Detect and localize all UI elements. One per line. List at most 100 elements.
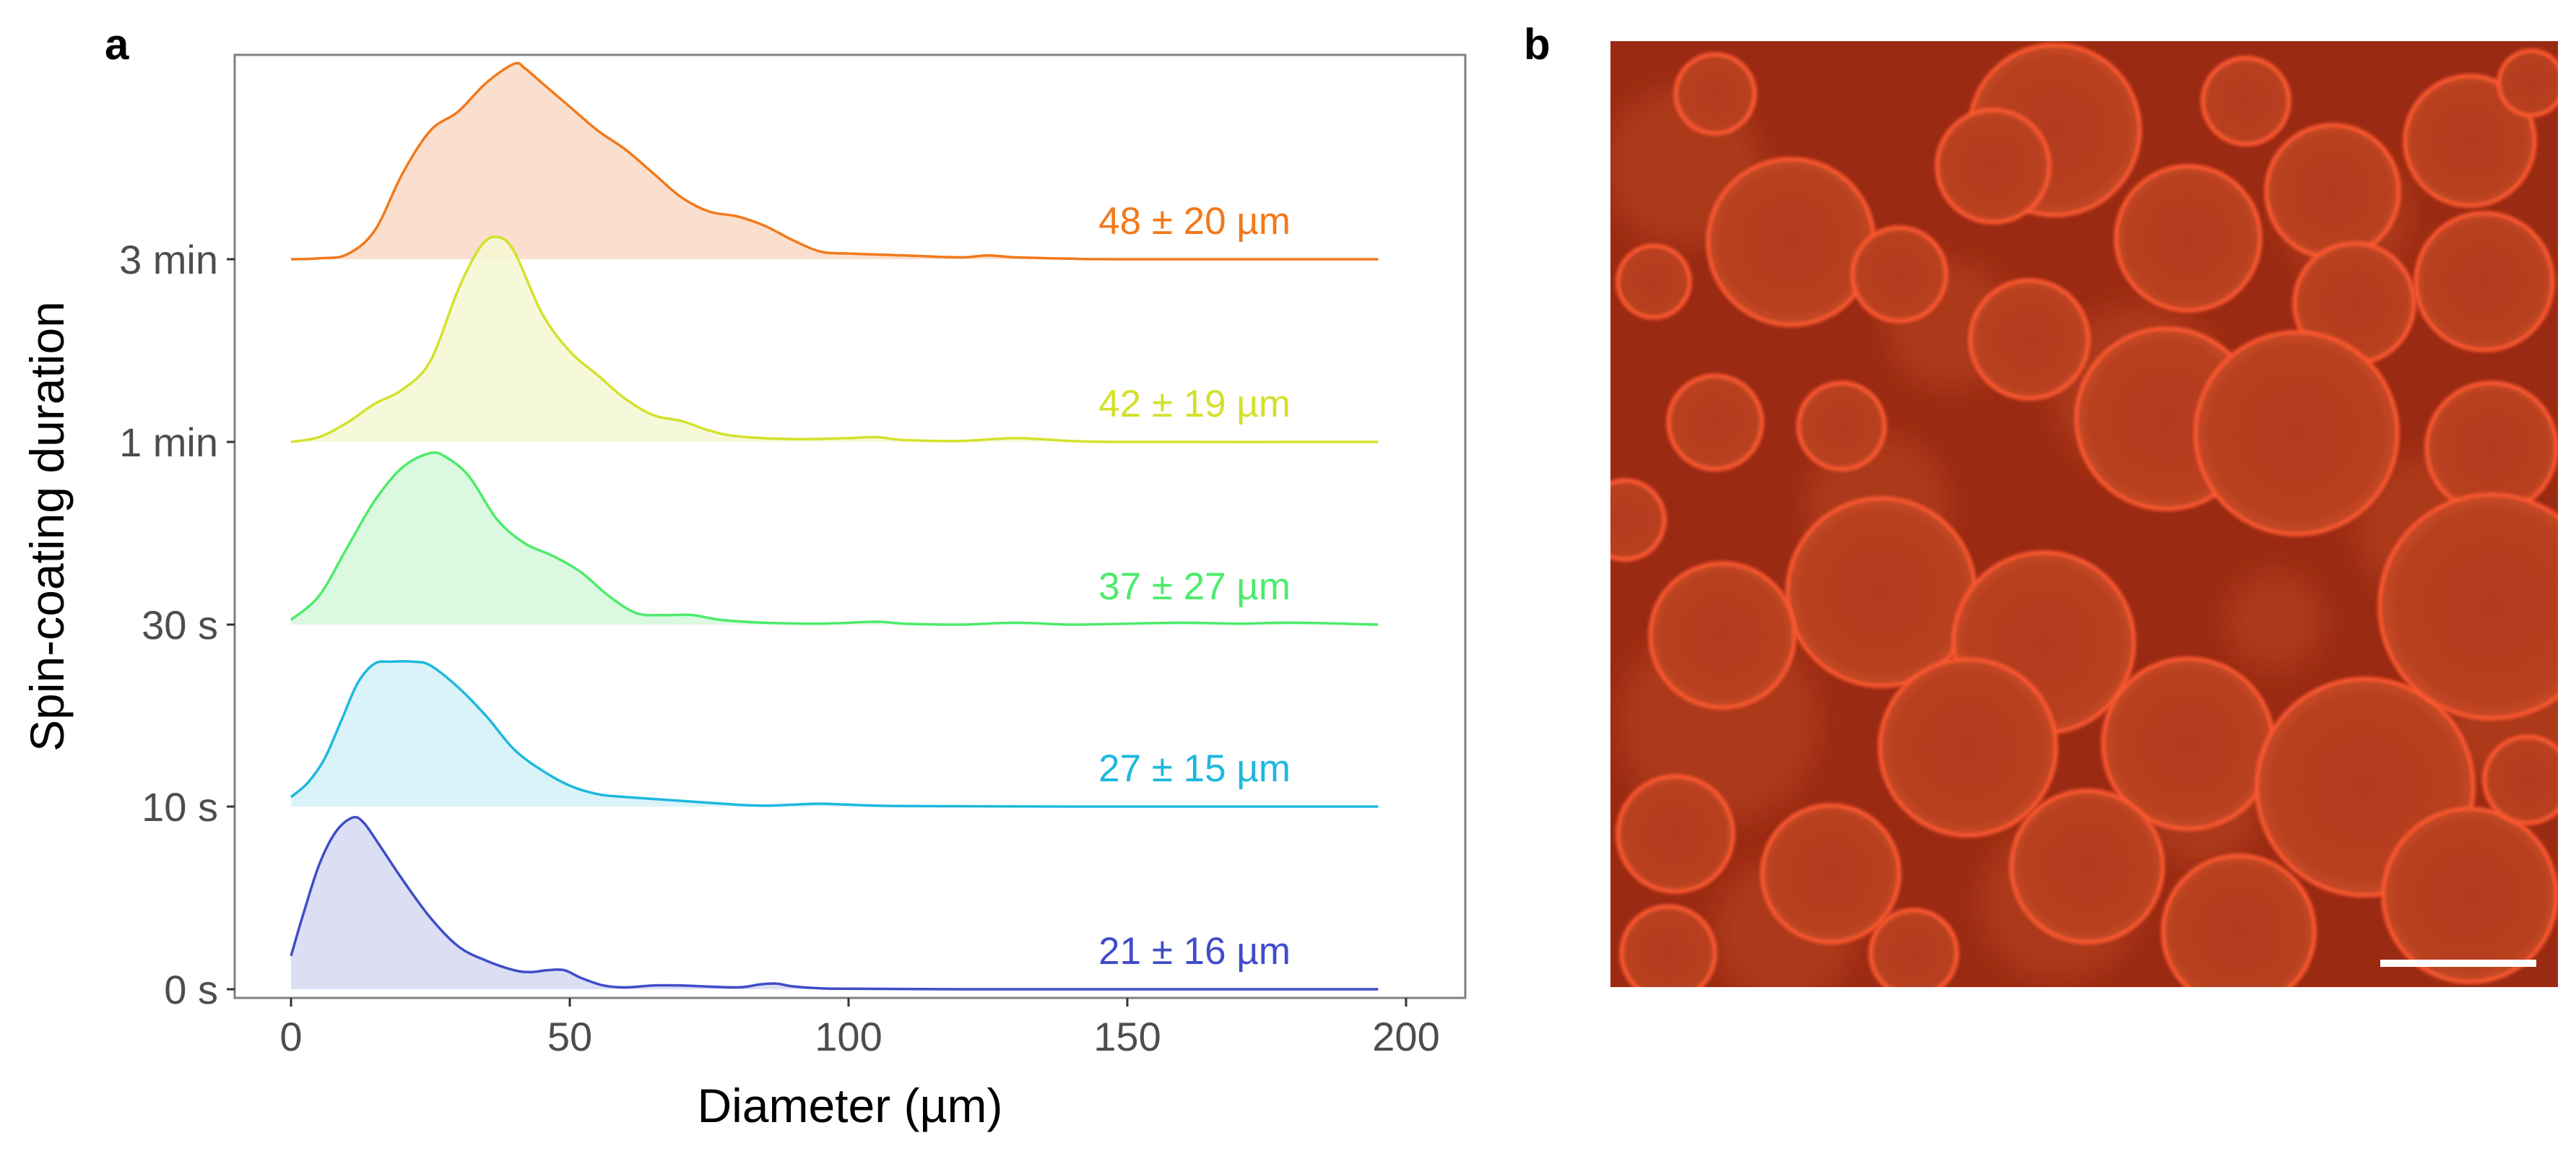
droplet (2009, 789, 2165, 944)
ridge-1-min (290, 235, 1379, 443)
plot-panel-border (233, 53, 1467, 999)
droplet (2381, 807, 2558, 984)
droplet-rim (1673, 52, 1757, 136)
ridge-area (291, 661, 1379, 807)
droplet-rim (1616, 243, 1692, 320)
ridgeline-chart: 48 ± 20 µm 42 ± 19 µm 37 ± 27 µm 27 ± 15 µm… (20, 53, 1467, 1132)
droplet (1616, 774, 1735, 894)
x-tick-label: 0 (279, 1014, 302, 1059)
droplet-interior (2405, 76, 2535, 206)
ridge-line (290, 61, 1379, 261)
droplet (1619, 904, 1717, 987)
y-tick-label: 3 min (119, 237, 218, 282)
droplet-interior (2416, 213, 2553, 350)
droplet-rim (1619, 904, 1717, 987)
ridge-3-min (290, 61, 1379, 261)
ridge-30-s (290, 451, 1379, 626)
droplet (2161, 854, 2317, 987)
ridge-area (291, 236, 1379, 443)
droplet-interior (1675, 54, 1755, 134)
droplet-rim (1666, 373, 1764, 472)
droplet-interior (1650, 563, 1795, 708)
y-tick-label: 1 min (119, 420, 218, 465)
droplet-rim (1610, 478, 1667, 562)
droplet (2403, 74, 2537, 208)
droplet (1666, 373, 1764, 472)
annotation-3-min: 48 ± 20 µm (1098, 200, 1291, 243)
droplet-interior (1668, 375, 1762, 469)
annotation-30-s: 37 ± 27 µm (1098, 565, 1291, 608)
droplet-interior (2266, 125, 2399, 258)
droplet (1706, 157, 1876, 327)
droplet-interior (2380, 495, 2558, 718)
y-tick-label: 0 s (164, 967, 218, 1012)
droplet (1878, 657, 2058, 838)
droplet-rim (2377, 492, 2558, 721)
droplet-rim (1616, 774, 1735, 894)
ridge-0-s (290, 815, 1379, 991)
x-axis: 0 50 100 150 200 (279, 998, 1440, 1059)
droplet-interior (1618, 776, 1733, 892)
droplet (1648, 561, 1797, 710)
droplet-interior (1798, 383, 1885, 469)
droplet-interior (1708, 159, 1874, 325)
x-axis-title: Diameter (µm) (697, 1079, 1002, 1132)
droplet (2482, 734, 2558, 825)
droplet-interior (2011, 791, 2163, 942)
droplet-rim (2193, 330, 2400, 537)
droplet (1850, 225, 1948, 323)
droplet-rim (1878, 657, 2058, 838)
droplet-interior (1870, 910, 1957, 987)
droplet-interior (1762, 805, 1899, 942)
x-tick-label: 100 (815, 1014, 882, 1059)
droplet-interior (1852, 227, 1946, 321)
ridge-10-s (290, 660, 1379, 808)
ridge-line (290, 660, 1379, 808)
droplet (2200, 56, 2291, 147)
droplet-interior (1618, 246, 1690, 318)
y-tick-label: 30 s (142, 602, 218, 648)
panel-label-a: a (105, 20, 129, 69)
droplet-interior (2383, 809, 2557, 982)
droplet-rim (1935, 108, 2052, 225)
panel-label-b: b (1524, 20, 1551, 69)
droplet-interior (2427, 383, 2557, 513)
ridge-area (291, 452, 1379, 625)
droplet-interior (1970, 280, 2089, 399)
droplet-interior (2103, 659, 2273, 829)
fluorescence-micrograph (1610, 41, 2558, 987)
y-tick-label: 10 s (142, 784, 218, 830)
ridge-line (290, 451, 1379, 626)
droplet-interior (2195, 332, 2398, 534)
ridge-line (290, 815, 1379, 991)
annotation-1-min: 42 ± 19 µm (1098, 383, 1291, 425)
droplet-interior (2499, 51, 2558, 116)
ridges (290, 61, 1379, 991)
droplet (2264, 123, 2401, 260)
droplet (2414, 211, 2555, 352)
droplet (2114, 164, 2263, 313)
droplet (2377, 492, 2558, 721)
droplet-cells (1610, 43, 2558, 987)
droplet-interior (2116, 166, 2260, 310)
droplet-rim (2497, 48, 2558, 118)
droplet-rim (2114, 164, 2263, 313)
y-axis-title: Spin-coating duration (20, 301, 74, 752)
droplet-interior (2484, 737, 2558, 823)
x-tick-label: 200 (1372, 1014, 1439, 1059)
droplet (1760, 803, 1901, 944)
droplet (1673, 52, 1757, 136)
droplet-rim (1868, 908, 1959, 987)
droplet (1935, 108, 2052, 225)
droplet-interior (2163, 856, 2315, 987)
droplet-rim (2381, 807, 2558, 984)
droplet-rim (2482, 734, 2558, 825)
droplet-interior (2294, 243, 2414, 363)
y-axis: 0 s 10 s 30 s 1 min 3 min (119, 237, 235, 1012)
droplet-interior (1621, 906, 1715, 987)
droplet-interior (1937, 110, 2050, 222)
ridge-area (291, 817, 1379, 990)
droplet-rim (2255, 677, 2476, 898)
scale-bar (2380, 960, 2536, 967)
